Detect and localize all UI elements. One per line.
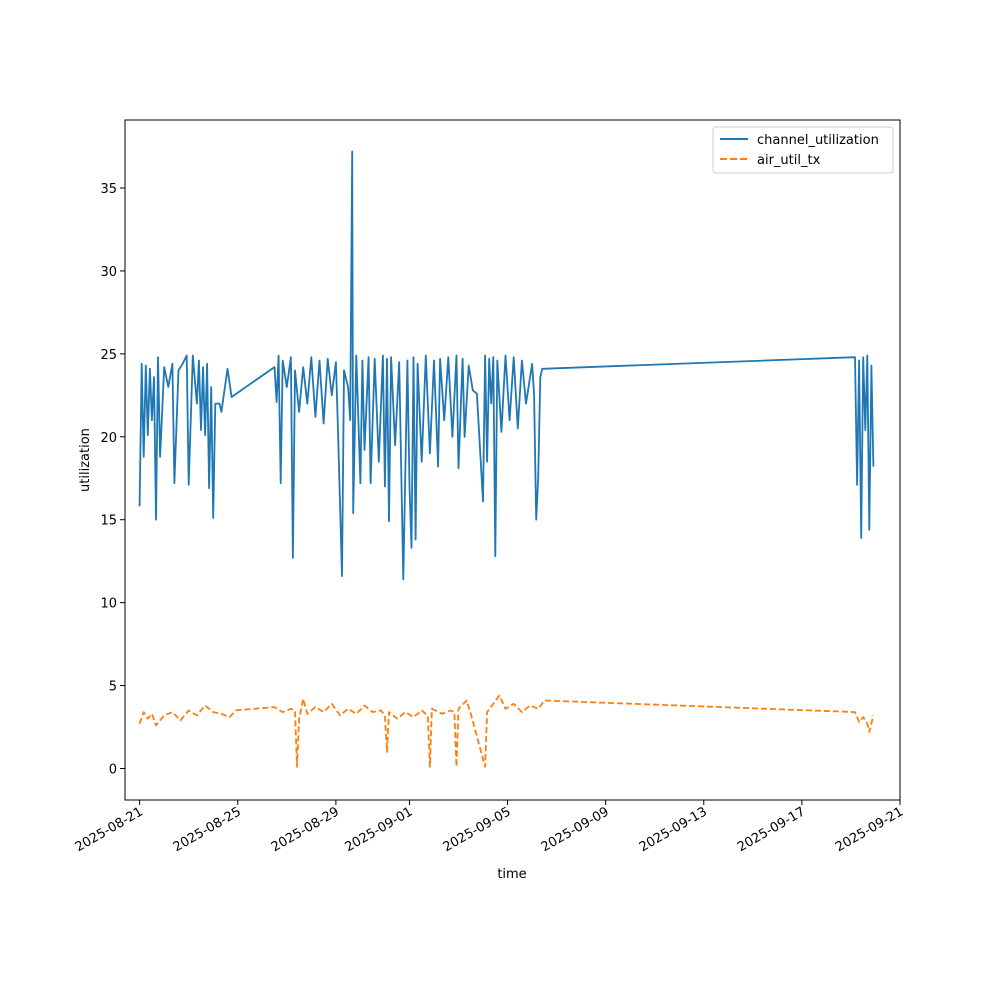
y-axis-ticks: 0 5 10 15 20 25 30 35	[100, 182, 125, 777]
y-tick-label: 10	[100, 597, 117, 612]
series-line-channel-utilization	[138, 150, 875, 581]
x-axis-label: time	[497, 867, 526, 882]
legend-box	[712, 126, 894, 174]
y-tick-label: 30	[100, 265, 117, 280]
y-tick-label: 15	[100, 514, 117, 529]
y-tick-label: 0	[109, 762, 117, 777]
y-tick-label: 35	[100, 182, 117, 197]
series-line-air-util-tx	[138, 694, 875, 768]
legend: channel_utilization air_util_tx	[712, 126, 894, 174]
plot-area	[125, 120, 900, 800]
y-tick-label: 5	[109, 680, 117, 695]
axes-frame	[124, 119, 901, 801]
series-layer	[138, 150, 875, 768]
y-axis-label: utilization	[78, 428, 93, 492]
y-tick-label: 25	[100, 348, 117, 363]
legend-label-air-util-tx: air_util_tx	[757, 153, 821, 168]
legend-label-channel-utilization: channel_utilization	[757, 133, 879, 148]
y-tick-label: 20	[100, 431, 117, 446]
